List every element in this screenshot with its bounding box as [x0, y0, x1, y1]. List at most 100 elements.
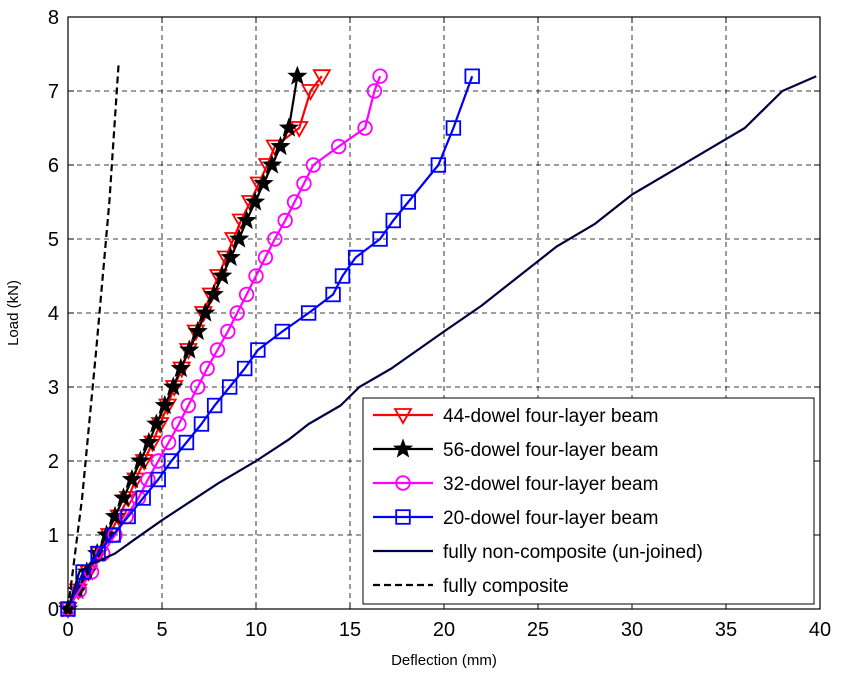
square-marker — [430, 157, 447, 173]
star-marker — [179, 339, 200, 359]
circle-marker — [296, 175, 312, 192]
x-tick-label: 25 — [527, 619, 549, 641]
triangle-marker — [289, 121, 309, 138]
square-marker — [237, 360, 253, 377]
star-marker — [228, 228, 250, 248]
series-3 — [60, 68, 480, 617]
x-tick-label: 10 — [245, 619, 267, 641]
circle-marker — [277, 212, 293, 229]
x-tick-label: 35 — [715, 619, 737, 641]
square-marker — [150, 471, 166, 488]
y-tick-label: 1 — [48, 525, 59, 547]
x-tick-label: 0 — [62, 619, 73, 641]
legend-label: 56-dowel four-layer beam — [443, 440, 658, 461]
circle-marker — [248, 268, 264, 284]
square-marker — [372, 231, 388, 247]
circle-marker — [180, 397, 197, 414]
square-marker — [300, 305, 317, 321]
square-marker — [193, 416, 210, 432]
square-marker — [400, 194, 416, 210]
star-marker — [244, 191, 266, 211]
legend-label: 20-dowel four-layer beam — [443, 508, 658, 529]
circle-marker — [372, 68, 388, 84]
circle-marker — [366, 83, 383, 99]
star-marker — [253, 172, 274, 193]
star-marker — [261, 154, 283, 174]
y-axis-label: Load (kN) — [5, 280, 22, 346]
star-marker — [236, 209, 257, 230]
series-4 — [66, 75, 817, 610]
y-tick-label: 2 — [48, 451, 59, 473]
circle-marker — [257, 249, 274, 266]
star-marker — [270, 135, 291, 156]
square-marker — [464, 68, 480, 84]
circle-marker — [267, 231, 283, 247]
circle-marker — [229, 305, 245, 321]
star-marker — [130, 450, 151, 470]
star-marker — [121, 468, 143, 489]
circle-marker — [220, 323, 236, 340]
triangle-marker — [300, 84, 321, 101]
circle-marker — [140, 471, 156, 488]
circle-marker — [395, 475, 411, 491]
legend-box — [362, 397, 815, 605]
legend-label: fully composite — [443, 576, 569, 597]
x-tick-label: 5 — [156, 619, 167, 641]
square-marker — [395, 509, 411, 525]
square-marker — [385, 212, 401, 229]
x-tick-label: 15 — [339, 619, 361, 641]
square-marker — [206, 397, 223, 414]
star-marker — [195, 302, 216, 322]
star-marker — [187, 320, 208, 341]
y-tick-label: 0 — [48, 599, 59, 621]
y-tick-label: 3 — [48, 377, 59, 399]
star-marker — [220, 246, 241, 267]
circle-marker — [305, 157, 322, 173]
star-marker — [163, 376, 184, 396]
star-marker — [392, 438, 414, 458]
legend-entry: fully composite — [373, 576, 569, 597]
series-line — [66, 61, 120, 610]
circle-marker — [190, 379, 206, 395]
square-marker — [120, 508, 136, 525]
square-marker — [347, 249, 364, 266]
star-marker — [203, 283, 224, 304]
y-tick-label: 8 — [48, 7, 59, 29]
square-marker — [105, 527, 121, 543]
square-marker — [334, 268, 351, 284]
star-marker — [138, 431, 159, 452]
series-1 — [57, 65, 308, 618]
series-line — [67, 76, 299, 610]
triangle-marker — [312, 69, 332, 87]
legend-entry: 44-dowel four-layer beam — [373, 406, 658, 427]
star-marker — [113, 487, 134, 507]
circle-marker — [171, 416, 187, 432]
x-axis-label: Deflection (mm) — [391, 652, 497, 669]
star-marker — [212, 265, 233, 285]
series-line — [66, 75, 817, 610]
star-marker — [146, 413, 167, 433]
square-marker — [178, 434, 195, 451]
circle-marker — [286, 194, 303, 210]
legend-label: fully non-composite (un-joined) — [443, 542, 703, 563]
legend-label: 32-dowel four-layer beam — [443, 474, 658, 495]
square-marker — [325, 286, 341, 303]
square-marker — [445, 120, 462, 136]
x-tick-label: 40 — [809, 619, 831, 641]
series-line — [66, 75, 474, 610]
circle-marker — [160, 434, 177, 451]
y-tick-label: 6 — [48, 155, 59, 177]
series-group — [57, 61, 817, 619]
legend-entry: 20-dowel four-layer beam — [373, 508, 658, 529]
square-marker — [135, 490, 151, 506]
circle-marker — [238, 286, 255, 303]
square-marker — [274, 323, 291, 340]
star-marker — [154, 394, 175, 415]
star-marker — [170, 357, 191, 378]
legend-entry: fully non-composite (un-joined) — [373, 542, 703, 563]
circle-marker — [199, 360, 215, 377]
legend-entry: 56-dowel four-layer beam — [373, 438, 658, 461]
circle-marker — [209, 342, 226, 358]
axis-ticks: 0 5 10 15 20 25 30 35 40 0 1 2 3 4 5 6 7 8 — [48, 7, 831, 641]
